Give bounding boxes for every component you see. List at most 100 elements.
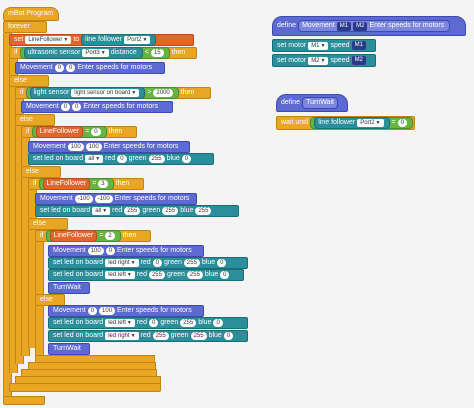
linefollower-variable[interactable]: LineFollower bbox=[42, 178, 91, 190]
m2-parameter-ref[interactable]: M2 bbox=[351, 56, 366, 65]
then-label: then bbox=[171, 49, 186, 56]
movement-call-block[interactable]: Movement -100 -100 Enter speeds for moto… bbox=[35, 193, 197, 205]
turnwait-prototype: TurnWait bbox=[302, 97, 338, 109]
set-led-block[interactable]: set led on board all▼ red 255 green 255 bl… bbox=[35, 205, 239, 217]
led-dropdown[interactable]: all▼ bbox=[85, 155, 104, 163]
set-motor-m2-block[interactable]: set motor M2▼ speed M2 bbox=[272, 54, 376, 67]
linefollower-variable[interactable]: LineFollower bbox=[49, 230, 98, 242]
forever-block[interactable]: forever bbox=[3, 21, 47, 33]
forever-label: forever bbox=[8, 23, 30, 30]
wait-until-block[interactable]: wait until line follower Port2▼ = 0 bbox=[276, 116, 415, 130]
green-input[interactable]: 255 bbox=[162, 207, 179, 215]
turnwait-call-block[interactable]: TurnWait bbox=[48, 282, 90, 294]
movement-call-block[interactable]: Movement 100 100 Enter speeds for motors bbox=[28, 141, 190, 153]
red-input[interactable]: 255 bbox=[124, 207, 141, 215]
m2-parameter[interactable]: M2 bbox=[353, 21, 368, 31]
led-dropdown[interactable]: led right▼ bbox=[105, 259, 139, 267]
m1-speed-input[interactable]: 0 bbox=[60, 103, 71, 111]
compare-value-input[interactable]: 0 bbox=[91, 128, 101, 136]
set-led-block[interactable]: set led on board led left▼ red 0 green 255… bbox=[48, 317, 248, 329]
greater-than-operator[interactable]: light sensor light sensor on board▼ > 20… bbox=[25, 87, 179, 99]
set-led-block[interactable]: set led on board all▼ red 0 green 255 blue… bbox=[28, 153, 214, 165]
motor-m1-dropdown[interactable]: M1▼ bbox=[308, 41, 329, 50]
m1-speed-input[interactable]: 100 bbox=[67, 143, 84, 151]
blue-input[interactable]: 0 bbox=[181, 155, 192, 163]
movement-call-block[interactable]: Movement 100 0 Enter speeds for motors bbox=[48, 245, 204, 257]
equals-operator[interactable]: line follower Port2▼ = 0 bbox=[310, 117, 413, 129]
define-movement-hat[interactable]: define Movement M1 M2 Enter speeds for m… bbox=[272, 16, 466, 36]
line-follower-reporter[interactable]: line follower Port2▼ bbox=[314, 117, 390, 129]
m1-speed-input[interactable]: 0 bbox=[54, 64, 65, 72]
movement-call-block[interactable]: Movement 0 0 Enter speeds for motors bbox=[15, 62, 165, 74]
light-threshold-input[interactable]: 2000 bbox=[153, 89, 173, 97]
forever-foot bbox=[3, 396, 45, 405]
if-linefollower-2-block[interactable]: if LineFollower = 2 then bbox=[35, 230, 151, 242]
m2-speed-input[interactable]: 0 bbox=[105, 247, 116, 255]
set-variable-block[interactable]: set LineFollower▼ to line follower Port2… bbox=[9, 34, 194, 46]
red-input[interactable]: 0 bbox=[117, 155, 127, 163]
equals-operator[interactable]: LineFollower = 0 bbox=[31, 126, 107, 138]
led-dropdown[interactable]: all▼ bbox=[92, 207, 111, 215]
blue-input[interactable]: 0 bbox=[223, 332, 234, 340]
variable-dropdown[interactable]: LineFollower▼ bbox=[25, 36, 72, 44]
m2-speed-input[interactable]: 0 bbox=[72, 103, 82, 111]
compare-value-input[interactable]: 3 bbox=[98, 180, 108, 188]
turnwait-call-block[interactable]: TurnWait bbox=[48, 343, 90, 355]
green-input[interactable]: 255 bbox=[180, 319, 197, 327]
linefollower-variable[interactable]: LineFollower bbox=[35, 126, 84, 138]
less-than-operator[interactable]: ultrasonic sensor Port3▼ distance < 15 bbox=[19, 47, 170, 59]
line-follower-reporter[interactable]: line follower Port2▼ bbox=[81, 34, 157, 46]
define-turnwait-hat[interactable]: define TurnWait bbox=[276, 94, 348, 112]
m1-speed-input[interactable]: -100 bbox=[74, 195, 93, 203]
green-input[interactable]: 255 bbox=[186, 271, 203, 279]
led-dropdown[interactable]: led left▼ bbox=[105, 271, 135, 279]
m1-speed-input[interactable]: 0 bbox=[87, 307, 98, 315]
port-dropdown[interactable]: Port2▼ bbox=[124, 36, 151, 44]
m2-speed-input[interactable]: 100 bbox=[99, 307, 116, 315]
blue-input[interactable]: 0 bbox=[213, 319, 223, 327]
red-input[interactable]: 0 bbox=[152, 259, 162, 267]
port-dropdown[interactable]: Port2▼ bbox=[357, 119, 384, 127]
equals-operator[interactable]: LineFollower = 2 bbox=[45, 230, 121, 242]
if1-foot bbox=[9, 383, 161, 392]
led-dropdown[interactable]: led right▼ bbox=[105, 332, 139, 340]
define-prototype: Movement M1 M2 Enter speeds for motors bbox=[298, 20, 451, 32]
program-title: mBot Program bbox=[8, 10, 54, 17]
distance-threshold-input[interactable]: 15 bbox=[150, 49, 164, 57]
red-input[interactable]: 255 bbox=[148, 271, 165, 279]
blue-input[interactable]: 0 bbox=[217, 259, 227, 267]
m2-speed-input[interactable]: -100 bbox=[94, 195, 113, 203]
blue-input[interactable]: 255 bbox=[195, 207, 212, 215]
m1-speed-input[interactable]: 100 bbox=[87, 247, 104, 255]
movement-call-block[interactable]: Movement 0 0 Enter speeds for motors bbox=[21, 101, 173, 113]
red-input[interactable]: 255 bbox=[152, 332, 169, 340]
if-linefollower-3-block[interactable]: if LineFollower = 3 then bbox=[28, 178, 144, 190]
if-linefollower-0-block[interactable]: if LineFollower = 0 then bbox=[21, 126, 137, 138]
light-sensor-reporter[interactable]: light sensor light sensor on board▼ bbox=[29, 87, 146, 99]
red-input[interactable]: 0 bbox=[148, 319, 159, 327]
if-light-sensor-block[interactable]: if light sensor light sensor on board▼ >… bbox=[15, 87, 211, 99]
compare-value-input[interactable]: 2 bbox=[105, 232, 115, 240]
equals-operator[interactable]: LineFollower = 3 bbox=[38, 178, 114, 190]
port3-dropdown[interactable]: Port3▼ bbox=[82, 49, 109, 57]
m1-parameter-ref[interactable]: M1 bbox=[351, 41, 366, 50]
led-dropdown[interactable]: led left▼ bbox=[105, 319, 135, 327]
green-input[interactable]: 255 bbox=[183, 259, 200, 267]
light-sensor-dropdown[interactable]: light sensor on board▼ bbox=[71, 89, 140, 97]
green-input[interactable]: 255 bbox=[148, 155, 165, 163]
set-motor-m1-block[interactable]: set motor M1▼ speed M1 bbox=[272, 39, 376, 52]
movement-call-block[interactable]: Movement 0 100 Enter speeds for motors bbox=[48, 305, 204, 317]
m2-speed-input[interactable]: 0 bbox=[66, 64, 76, 72]
set-led-block[interactable]: set led on board led right▼ red 255 green… bbox=[48, 330, 248, 342]
if-ultrasonic-block[interactable]: if ultrasonic sensor Port3▼ distance < 1… bbox=[9, 47, 197, 59]
compare-value-input[interactable]: 0 bbox=[397, 119, 407, 127]
program-hat-block[interactable]: mBot Program bbox=[3, 7, 59, 21]
m2-speed-input[interactable]: 100 bbox=[85, 143, 102, 151]
green-input[interactable]: 255 bbox=[190, 332, 207, 340]
set-led-block[interactable]: set led on board led right▼ red 0 green 25… bbox=[48, 257, 248, 269]
blue-input[interactable]: 0 bbox=[220, 271, 230, 279]
m1-parameter[interactable]: M1 bbox=[336, 21, 352, 31]
set-led-block[interactable]: set led on board led left▼ red 255 green 2… bbox=[48, 269, 244, 281]
ultrasonic-reporter[interactable]: ultrasonic sensor Port3▼ distance bbox=[23, 47, 143, 59]
motor-m2-dropdown[interactable]: M2▼ bbox=[308, 56, 329, 65]
